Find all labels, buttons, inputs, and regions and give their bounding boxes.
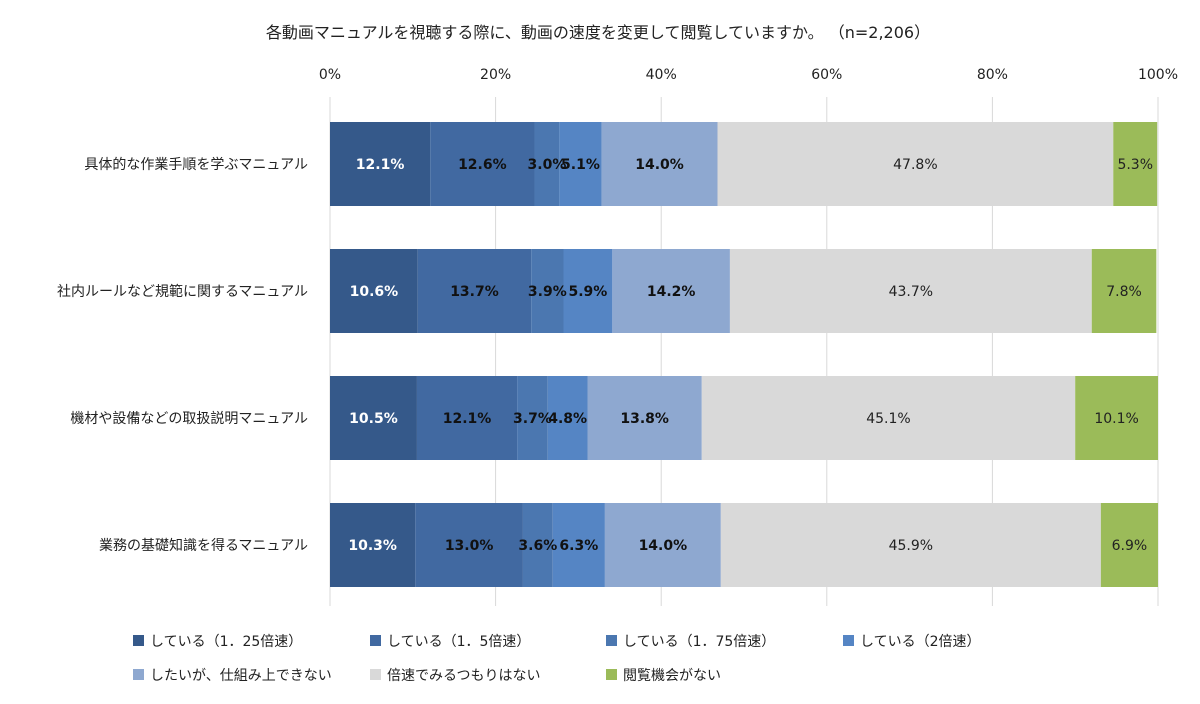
bar-segment — [701, 376, 1076, 460]
x-tick-label: 60% — [811, 67, 842, 83]
legend-swatch — [606, 635, 617, 646]
data-label: 5.9% — [569, 284, 608, 300]
bar-segment — [522, 503, 553, 587]
data-label: 6.3% — [559, 538, 598, 554]
bar-segment — [1113, 122, 1158, 206]
x-tick-label: 80% — [977, 67, 1008, 83]
data-label: 14.0% — [635, 157, 684, 173]
x-tick-label: 20% — [480, 67, 511, 83]
bar-segment — [1091, 249, 1157, 333]
legend-label: している（1．5倍速） — [387, 634, 530, 650]
category-label: 具体的な作業手順を学ぶマニュアル — [84, 157, 308, 173]
bar-segment — [330, 376, 417, 460]
legend-swatch — [370, 635, 381, 646]
bar-segment — [330, 122, 431, 206]
data-label: 5.1% — [561, 157, 600, 173]
bar-segment — [547, 376, 588, 460]
data-label: 12.6% — [458, 157, 507, 173]
bar-segment — [552, 503, 605, 587]
data-label: 10.1% — [1094, 411, 1138, 427]
data-label: 6.9% — [1112, 538, 1148, 554]
bar-segment — [517, 376, 548, 460]
data-label: 45.9% — [889, 538, 933, 554]
bar-segment — [729, 249, 1092, 333]
bar-segment — [417, 249, 532, 333]
data-label: 45.1% — [866, 411, 910, 427]
legend-label: 閲覧機会がない — [623, 667, 721, 684]
data-label: 10.3% — [348, 538, 397, 554]
legend-swatch — [370, 669, 381, 680]
x-tick-label: 100% — [1138, 67, 1178, 83]
bar-segment — [1075, 376, 1158, 460]
bar-segment — [612, 249, 730, 333]
data-label: 4.8% — [548, 411, 587, 427]
chart-title: 各動画マニュアルを視聴する際に、動画の速度を変更して閲覧していますか。 （n=2… — [266, 23, 930, 42]
data-label: 13.8% — [620, 411, 669, 427]
bar-segment — [720, 503, 1101, 587]
data-label: 12.1% — [443, 411, 492, 427]
x-tick-label: 40% — [646, 67, 677, 83]
data-label: 47.8% — [893, 157, 937, 173]
bar-segment — [563, 249, 613, 333]
legend-label: している（2倍速） — [860, 634, 981, 650]
legend-label: している（1．75倍速） — [623, 634, 775, 650]
data-labels: 12.1% 12.6% 3.0%5.1% 14.0% 47.8% 5.3% 10.6% 13.… — [348, 157, 1153, 554]
data-label: 13.0% — [445, 538, 494, 554]
data-label: 3.6% — [518, 538, 557, 554]
category-label: 社内ルールなど規範に関するマニュアル — [57, 283, 308, 300]
data-label: 5.3% — [1117, 157, 1153, 173]
x-axis-ticks: 0% 20% 40% 60% 80% 100% — [319, 67, 1178, 83]
category-label: 業務の基礎知識を得るマニュアル — [99, 537, 308, 554]
legend-swatch — [133, 635, 144, 646]
data-label: 10.5% — [349, 411, 398, 427]
legend: している（1．25倍速） している（1．5倍速） している（1．75倍速） している（… — [133, 634, 981, 684]
data-label: 3.9% — [528, 284, 567, 300]
data-label: 14.2% — [647, 284, 696, 300]
data-label: 7.8% — [1106, 284, 1142, 300]
bar-segment — [430, 122, 535, 206]
legend-label: 倍速でみるつもりはない — [387, 668, 540, 684]
bars — [330, 122, 1158, 587]
legend-swatch — [133, 669, 144, 680]
bar-segment — [330, 503, 416, 587]
bar-segment — [416, 376, 518, 460]
x-tick-label: 0% — [319, 67, 341, 83]
data-label: 43.7% — [889, 284, 933, 300]
bar-segment — [587, 376, 702, 460]
legend-label: している（1．25倍速） — [150, 634, 302, 650]
data-label: 14.0% — [639, 538, 688, 554]
bar-segment — [534, 122, 560, 206]
legend-swatch — [843, 635, 854, 646]
bar-segment — [330, 249, 418, 333]
legend-label: したいが、仕組み上できない — [150, 668, 332, 684]
bar-segment — [604, 503, 721, 587]
data-label: 10.6% — [350, 284, 399, 300]
bar-segment — [717, 122, 1114, 206]
category-label: 機材や設備などの取扱説明マニュアル — [70, 411, 308, 427]
bar-segment — [1100, 503, 1158, 587]
data-label: 3.7% — [513, 411, 552, 427]
bar-segment — [601, 122, 718, 206]
bar-segment — [559, 122, 602, 206]
data-label: 13.7% — [450, 284, 499, 300]
bar-segment — [531, 249, 564, 333]
data-label: 3.0% — [528, 157, 567, 173]
data-label: 12.1% — [356, 157, 405, 173]
bar-segment — [415, 503, 523, 587]
category-labels: 具体的な作業手順を学ぶマニュアル社内ルールなど規範に関するマニュアル機材や設備な… — [57, 157, 308, 554]
legend-swatch — [606, 669, 617, 680]
